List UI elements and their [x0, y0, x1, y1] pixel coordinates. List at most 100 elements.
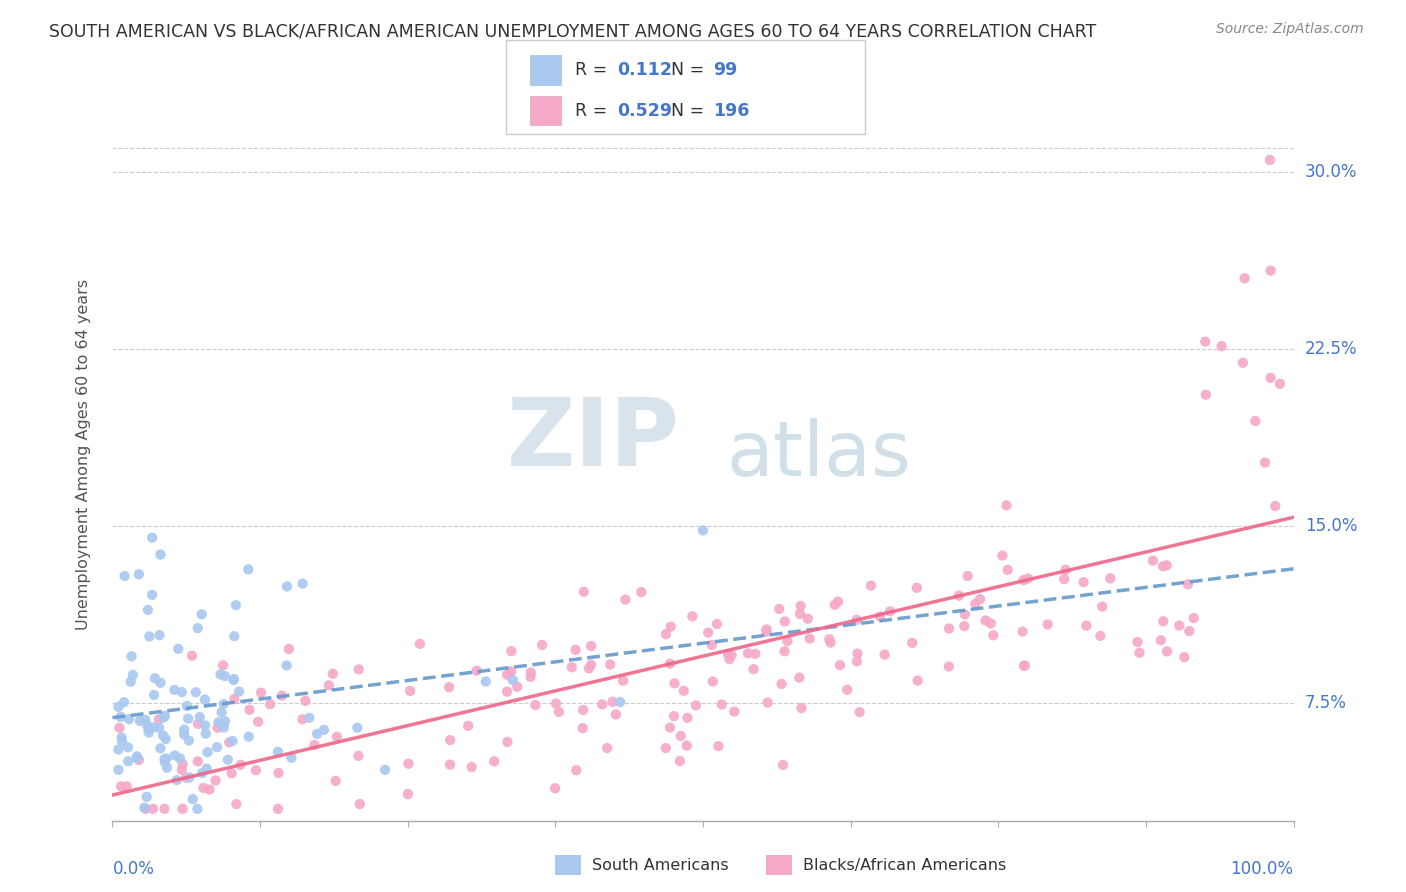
Point [128, 567, 150, 582]
Point [207, 715, 229, 730]
Point [599, 657, 621, 672]
Point [204, 773, 226, 788]
Point [662, 709, 685, 723]
Point [827, 594, 849, 608]
Point [276, 658, 298, 673]
Point [167, 641, 190, 656]
Point [956, 569, 979, 583]
Text: ZIP: ZIP [506, 394, 679, 486]
Text: SOUTH AMERICAN VS BLACK/AFRICAN AMERICAN UNEMPLOYMENT AMONG AGES 60 TO 64 YEARS : SOUTH AMERICAN VS BLACK/AFRICAN AMERICAN… [49, 22, 1097, 40]
Point [655, 741, 678, 756]
Point [221, 766, 243, 780]
Point [128, 714, 150, 728]
Point [187, 716, 209, 731]
Point [1177, 577, 1199, 591]
Text: N =: N = [671, 61, 710, 79]
Text: 99: 99 [713, 61, 737, 79]
Point [837, 682, 859, 697]
Point [1268, 376, 1291, 391]
Point [152, 710, 174, 724]
Point [845, 613, 868, 627]
Point [544, 781, 567, 796]
Point [506, 680, 529, 694]
Point [706, 617, 728, 632]
Point [710, 698, 733, 712]
Point [325, 773, 347, 788]
Point [591, 698, 613, 712]
Point [1211, 339, 1233, 353]
Point [655, 627, 678, 641]
Point [225, 797, 247, 811]
Point [238, 730, 260, 744]
Point [565, 763, 588, 777]
Point [207, 721, 229, 735]
Text: Source: ZipAtlas.com: Source: ZipAtlas.com [1216, 22, 1364, 37]
Point [869, 609, 891, 624]
Point [259, 697, 281, 711]
Point [702, 674, 724, 689]
Point [1195, 388, 1218, 402]
Point [318, 678, 340, 692]
Text: 22.5%: 22.5% [1305, 340, 1357, 358]
Point [697, 625, 720, 640]
Point [742, 662, 765, 676]
Point [1156, 644, 1178, 658]
Point [1168, 618, 1191, 632]
Point [901, 636, 924, 650]
Point [669, 729, 692, 743]
Point [612, 673, 634, 688]
Point [965, 597, 987, 611]
Point [153, 802, 176, 816]
Point [217, 753, 239, 767]
Point [214, 714, 236, 729]
Point [790, 701, 813, 715]
Point [879, 604, 901, 618]
Point [1194, 334, 1216, 349]
Point [117, 754, 139, 768]
Point [153, 755, 176, 769]
Point [212, 721, 235, 735]
Point [496, 735, 519, 749]
Point [247, 714, 270, 729]
Point [564, 643, 586, 657]
Point [148, 628, 170, 642]
Point [148, 712, 170, 726]
Point [797, 612, 820, 626]
Point [789, 607, 811, 621]
Point [596, 741, 619, 756]
Point [177, 712, 200, 726]
Point [1152, 559, 1174, 574]
Point [1264, 499, 1286, 513]
Point [143, 671, 166, 685]
Point [138, 630, 160, 644]
Point [155, 732, 177, 747]
Point [1128, 646, 1150, 660]
Point [181, 792, 204, 806]
Point [1182, 611, 1205, 625]
Point [294, 694, 316, 708]
Point [546, 697, 568, 711]
Point [163, 682, 186, 697]
Point [135, 802, 157, 816]
Point [209, 667, 232, 681]
Point [1152, 615, 1174, 629]
Point [969, 592, 991, 607]
Text: R =: R = [575, 102, 613, 120]
Point [659, 721, 682, 735]
Point [110, 780, 132, 794]
Text: 196: 196 [713, 102, 749, 120]
Point [125, 751, 148, 765]
Point [718, 652, 741, 666]
Point [312, 723, 335, 737]
Point [579, 657, 602, 672]
Point [720, 648, 742, 662]
Point [439, 733, 461, 747]
Point [193, 780, 215, 795]
Point [211, 706, 233, 720]
Point [756, 696, 779, 710]
Point [948, 589, 970, 603]
Point [187, 755, 209, 769]
Point [1178, 624, 1201, 639]
Point [848, 705, 870, 719]
Point [723, 705, 745, 719]
